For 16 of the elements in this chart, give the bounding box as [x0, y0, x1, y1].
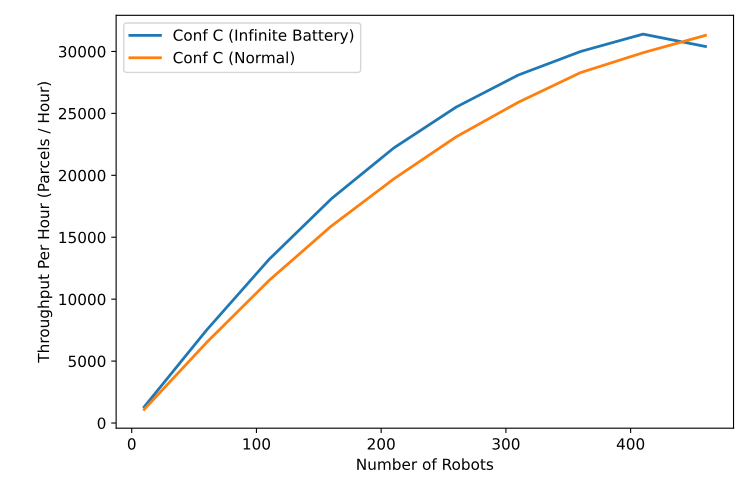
- y-tick-label: 25000: [58, 108, 106, 120]
- y-tick-label: 10000: [59, 294, 106, 306]
- legend-label: Conf C (Infinite Battery): [174, 29, 354, 44]
- x-tick-label: 0: [128, 438, 136, 450]
- x-tick-label: 200: [368, 438, 395, 450]
- x-tick-label: 300: [492, 438, 520, 450]
- y-axis-title: Throughput Per Hour (Parcels / Hour): [37, 82, 52, 363]
- x-tick-label: 400: [616, 438, 644, 450]
- x-axis-title: Number of Robots: [357, 458, 494, 470]
- y-tick-label: 0: [98, 417, 106, 430]
- y-tick-label: 5000: [68, 356, 106, 368]
- y-tick-label: 15000: [59, 232, 106, 244]
- y-tick-label: 30000: [58, 46, 106, 58]
- legend-label: Conf C (Normal): [174, 52, 294, 66]
- x-tick-label: 100: [244, 438, 270, 450]
- y-tick-label: 20000: [58, 170, 106, 182]
